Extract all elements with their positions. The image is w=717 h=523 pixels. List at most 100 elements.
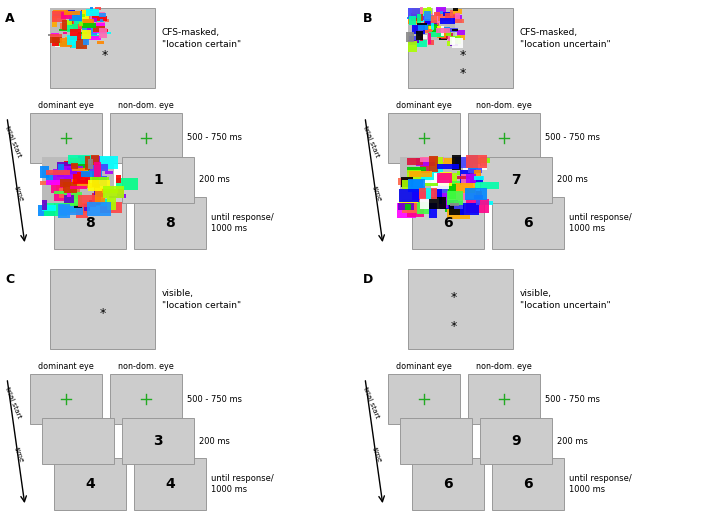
Bar bbox=[468, 113, 540, 163]
Bar bbox=[407, 41, 417, 52]
Bar bbox=[70, 12, 82, 21]
Bar bbox=[431, 13, 443, 23]
Text: 6: 6 bbox=[443, 477, 453, 491]
Bar bbox=[70, 38, 84, 48]
Bar bbox=[412, 458, 484, 510]
Bar bbox=[95, 32, 111, 35]
Text: until response/
1000 ms: until response/ 1000 ms bbox=[211, 213, 274, 233]
Bar bbox=[70, 158, 80, 164]
Bar bbox=[419, 33, 423, 41]
Bar bbox=[76, 183, 95, 188]
Text: until response/
1000 ms: until response/ 1000 ms bbox=[569, 213, 632, 233]
Bar bbox=[93, 26, 105, 32]
Bar bbox=[30, 113, 102, 163]
Text: *: * bbox=[451, 320, 457, 333]
Bar bbox=[447, 205, 470, 219]
Bar bbox=[60, 179, 72, 187]
Bar bbox=[413, 13, 418, 20]
Bar bbox=[437, 175, 446, 180]
Bar bbox=[90, 177, 110, 180]
Bar bbox=[455, 187, 476, 200]
Bar bbox=[42, 200, 47, 210]
Bar bbox=[95, 156, 118, 169]
Bar bbox=[400, 157, 472, 203]
Bar bbox=[63, 182, 77, 193]
Bar bbox=[85, 156, 90, 169]
Bar bbox=[388, 374, 460, 424]
Bar bbox=[463, 166, 487, 170]
Bar bbox=[67, 193, 71, 197]
Bar bbox=[468, 374, 540, 424]
Bar bbox=[53, 169, 72, 183]
Bar bbox=[62, 20, 67, 30]
Bar bbox=[445, 201, 460, 212]
Bar bbox=[46, 179, 60, 185]
Bar bbox=[437, 164, 459, 169]
Bar bbox=[55, 40, 62, 47]
Bar bbox=[69, 168, 90, 176]
Bar bbox=[74, 17, 86, 25]
Bar bbox=[71, 193, 80, 197]
Bar bbox=[440, 34, 447, 40]
Bar bbox=[412, 7, 422, 14]
Bar bbox=[432, 23, 439, 26]
Bar bbox=[82, 19, 94, 27]
Text: dominant eye: dominant eye bbox=[38, 362, 94, 371]
Bar bbox=[90, 7, 93, 10]
Bar bbox=[410, 180, 423, 189]
Bar bbox=[409, 16, 416, 26]
Text: trial start: trial start bbox=[4, 125, 22, 158]
Text: 6: 6 bbox=[523, 216, 533, 230]
Bar bbox=[414, 29, 427, 32]
Bar bbox=[460, 203, 480, 215]
Bar bbox=[455, 183, 475, 193]
Bar bbox=[65, 10, 75, 12]
Bar bbox=[110, 113, 182, 163]
Bar bbox=[79, 22, 82, 26]
Bar bbox=[475, 183, 499, 189]
Bar bbox=[455, 13, 460, 19]
Bar bbox=[470, 168, 477, 183]
Bar bbox=[448, 28, 458, 32]
Bar bbox=[407, 170, 421, 184]
Bar bbox=[67, 161, 88, 172]
Bar bbox=[427, 40, 435, 45]
Text: until response/
1000 ms: until response/ 1000 ms bbox=[211, 474, 274, 494]
Bar bbox=[434, 24, 437, 32]
Bar bbox=[59, 188, 80, 198]
Bar bbox=[437, 30, 451, 37]
Bar bbox=[109, 194, 126, 198]
Bar bbox=[100, 202, 122, 213]
Bar bbox=[93, 184, 100, 194]
Bar bbox=[82, 27, 97, 36]
Bar bbox=[455, 18, 464, 23]
Bar bbox=[58, 12, 63, 15]
Text: 8: 8 bbox=[85, 216, 95, 230]
Text: *: * bbox=[451, 290, 457, 303]
Bar bbox=[435, 173, 442, 187]
Bar bbox=[89, 200, 103, 204]
Bar bbox=[424, 14, 431, 25]
Bar bbox=[105, 189, 124, 195]
Bar bbox=[399, 189, 418, 203]
Bar bbox=[420, 36, 427, 39]
Bar bbox=[82, 9, 89, 19]
Bar bbox=[39, 166, 49, 178]
Bar bbox=[473, 158, 490, 163]
Bar bbox=[475, 170, 480, 177]
Bar bbox=[440, 158, 455, 166]
Bar bbox=[460, 174, 473, 188]
Text: 6: 6 bbox=[523, 477, 533, 491]
Bar bbox=[440, 10, 443, 14]
Bar bbox=[90, 36, 100, 40]
Bar bbox=[429, 197, 446, 209]
Bar bbox=[110, 374, 182, 424]
Bar bbox=[67, 35, 75, 45]
Bar bbox=[475, 195, 483, 199]
Bar bbox=[51, 33, 60, 36]
Bar bbox=[408, 269, 513, 349]
Text: 1: 1 bbox=[153, 173, 163, 187]
Text: 200 ms: 200 ms bbox=[199, 176, 230, 185]
Bar bbox=[425, 18, 437, 25]
Bar bbox=[414, 26, 429, 32]
